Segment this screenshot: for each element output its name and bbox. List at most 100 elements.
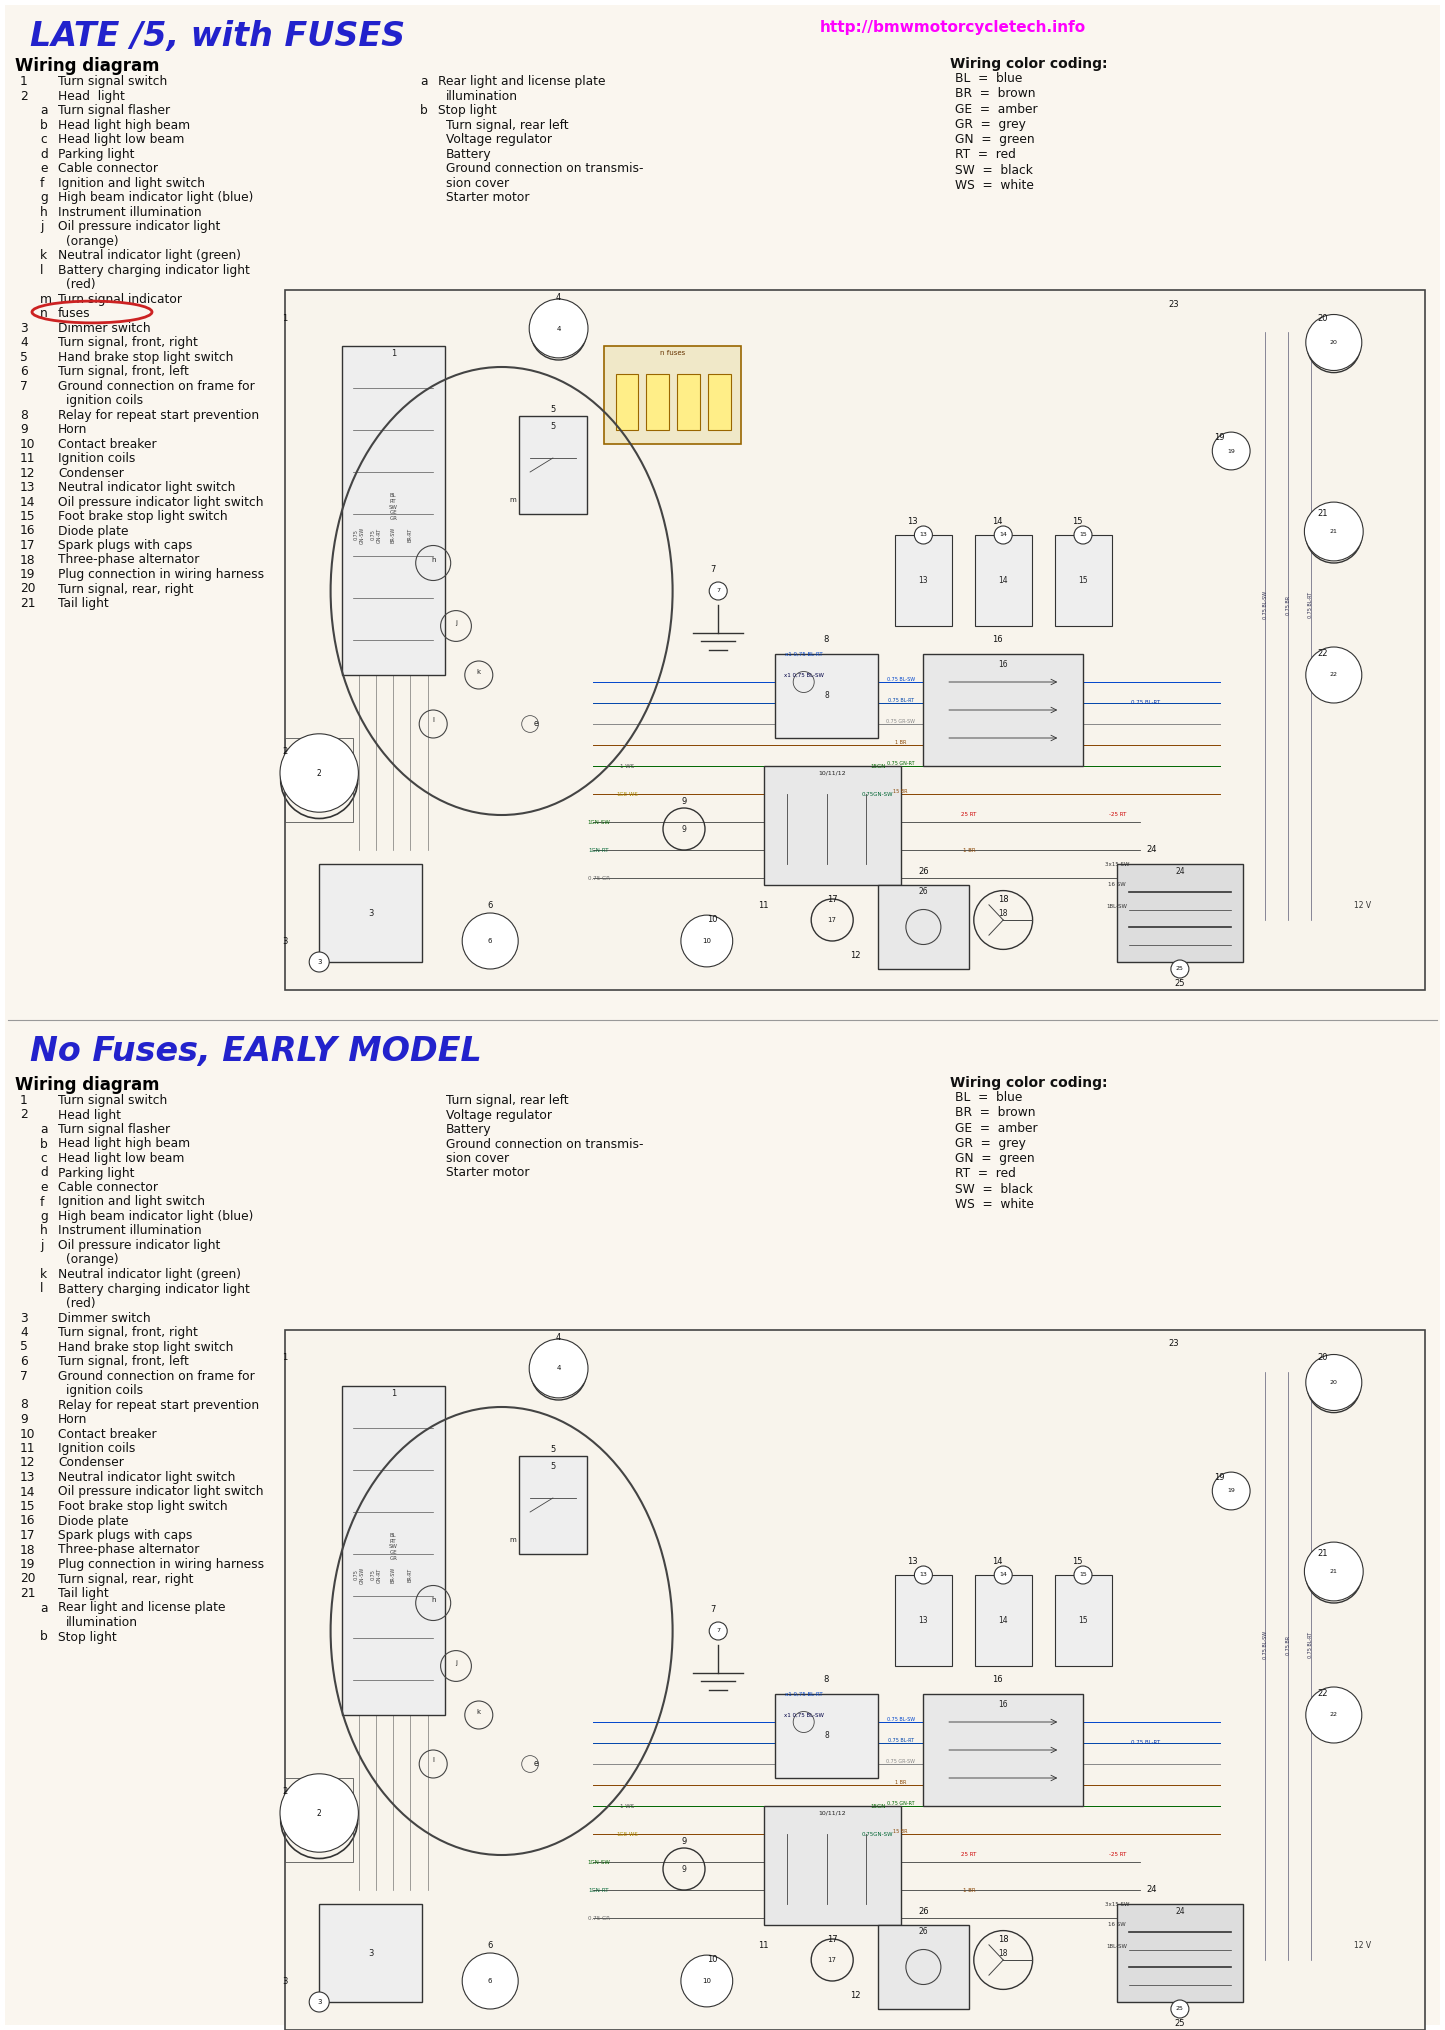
Text: e: e	[40, 1181, 48, 1194]
Text: 14: 14	[998, 1616, 1009, 1624]
Text: m: m	[40, 292, 52, 304]
Circle shape	[309, 952, 329, 972]
Text: 12 V: 12 V	[1354, 1941, 1371, 1951]
Text: Relay for repeat start prevention: Relay for repeat start prevention	[58, 408, 259, 422]
Text: 1GN-SW: 1GN-SW	[587, 1859, 610, 1864]
Text: a: a	[420, 75, 428, 87]
Text: 20: 20	[1318, 1354, 1328, 1362]
Text: 13: 13	[906, 516, 918, 526]
Text: Turn signal flasher: Turn signal flasher	[58, 1123, 171, 1137]
Text: ignition coils: ignition coils	[66, 1384, 143, 1397]
Text: X: X	[1331, 1378, 1337, 1386]
Text: x1 0,75 BL-SW: x1 0,75 BL-SW	[783, 1713, 824, 1717]
Text: 6: 6	[488, 938, 493, 944]
Text: Stop light: Stop light	[438, 104, 497, 118]
Text: 12: 12	[850, 1991, 860, 2000]
Text: Dimmer switch: Dimmer switch	[58, 321, 150, 335]
Text: 3: 3	[20, 321, 27, 335]
Text: 15 BR: 15 BR	[893, 1829, 907, 1833]
Text: Turn signal, front, left: Turn signal, front, left	[58, 1354, 189, 1368]
Text: 22: 22	[1329, 672, 1338, 678]
Text: 1 WS: 1 WS	[620, 763, 634, 769]
Text: Plug connection in wiring harness: Plug connection in wiring harness	[58, 1557, 264, 1571]
Text: BR  =  brown: BR = brown	[955, 87, 1036, 99]
Text: Turn signal flasher: Turn signal flasher	[58, 104, 171, 118]
Text: Neutral indicator light (green): Neutral indicator light (green)	[58, 1269, 241, 1281]
Text: Stop light: Stop light	[58, 1630, 117, 1644]
Text: 16 SW: 16 SW	[1108, 883, 1126, 887]
Text: 13: 13	[919, 577, 928, 585]
Text: 15: 15	[1072, 1557, 1082, 1565]
Circle shape	[1306, 648, 1361, 702]
Text: Horn: Horn	[58, 1413, 87, 1425]
Text: illumination: illumination	[66, 1616, 139, 1628]
Text: 5: 5	[551, 422, 555, 430]
Text: 7: 7	[709, 1606, 715, 1614]
Text: 8: 8	[20, 408, 27, 422]
Text: h: h	[431, 1596, 435, 1602]
Text: -25 RT: -25 RT	[1108, 812, 1126, 818]
Text: g: g	[40, 191, 48, 203]
Text: 14: 14	[993, 1557, 1003, 1565]
Text: Battery: Battery	[447, 1123, 491, 1137]
Text: WS  =  white: WS = white	[955, 1198, 1033, 1210]
Circle shape	[709, 1622, 727, 1640]
Text: RT  =  red: RT = red	[955, 148, 1016, 160]
Text: b: b	[40, 1630, 48, 1644]
Text: 5: 5	[20, 351, 27, 363]
Text: f: f	[40, 1196, 45, 1208]
Text: Tail light: Tail light	[58, 1587, 108, 1600]
FancyBboxPatch shape	[923, 654, 1082, 765]
Text: m: m	[510, 497, 516, 503]
Text: l: l	[432, 717, 434, 723]
Text: (red): (red)	[66, 278, 95, 290]
Text: 2: 2	[20, 1108, 27, 1121]
Text: 26: 26	[919, 887, 928, 897]
Text: 4: 4	[556, 325, 561, 331]
FancyBboxPatch shape	[1117, 1904, 1243, 2002]
FancyBboxPatch shape	[285, 290, 1425, 991]
Text: X: X	[316, 765, 322, 775]
Circle shape	[1170, 960, 1189, 978]
FancyBboxPatch shape	[616, 374, 639, 430]
Text: 15: 15	[1079, 532, 1087, 538]
Text: l: l	[40, 264, 43, 276]
FancyBboxPatch shape	[775, 1693, 877, 1778]
Text: Cable connector: Cable connector	[58, 162, 158, 175]
Text: 20: 20	[1329, 339, 1338, 345]
Text: d: d	[40, 1167, 48, 1179]
Text: 21: 21	[1329, 530, 1338, 534]
Text: Oil pressure indicator light: Oil pressure indicator light	[58, 219, 221, 233]
Text: Turn signal, rear, right: Turn signal, rear, right	[58, 583, 194, 595]
Text: 24: 24	[1146, 1886, 1156, 1894]
Text: Spark plugs with caps: Spark plugs with caps	[58, 540, 192, 552]
Text: 11: 11	[759, 901, 769, 911]
Text: Diode plate: Diode plate	[58, 1514, 129, 1527]
Text: 8: 8	[20, 1399, 27, 1411]
Text: 15 BR: 15 BR	[893, 790, 907, 794]
Text: x1 0,75 BL-RT: x1 0,75 BL-RT	[785, 1691, 822, 1697]
Text: Three-phase alternator: Three-phase alternator	[58, 1543, 199, 1557]
Text: 1: 1	[20, 75, 27, 87]
Text: Turn signal, rear left: Turn signal, rear left	[447, 118, 569, 132]
Text: Head light low beam: Head light low beam	[58, 1151, 185, 1165]
Circle shape	[709, 583, 727, 601]
Text: j: j	[455, 1659, 457, 1665]
Text: 0.75 BL-SW: 0.75 BL-SW	[1263, 1630, 1267, 1659]
Text: Ground connection on transmis-: Ground connection on transmis-	[447, 162, 643, 175]
FancyBboxPatch shape	[894, 1575, 952, 1667]
Text: 12 V: 12 V	[1354, 901, 1371, 911]
Text: 15: 15	[1078, 1616, 1088, 1624]
Text: 19: 19	[1227, 449, 1235, 453]
Text: No Fuses, EARLY MODEL: No Fuses, EARLY MODEL	[30, 1035, 481, 1068]
Text: 6: 6	[488, 1977, 493, 1983]
Circle shape	[1306, 1687, 1361, 1744]
Circle shape	[1306, 315, 1361, 371]
Text: 18: 18	[998, 1949, 1009, 1957]
Text: 1: 1	[282, 313, 288, 323]
Text: Foot brake stop light switch: Foot brake stop light switch	[58, 1500, 228, 1512]
Text: 2: 2	[316, 1809, 322, 1817]
Text: Ignition and light switch: Ignition and light switch	[58, 177, 205, 189]
Text: 7: 7	[717, 1628, 720, 1634]
Circle shape	[994, 526, 1012, 544]
